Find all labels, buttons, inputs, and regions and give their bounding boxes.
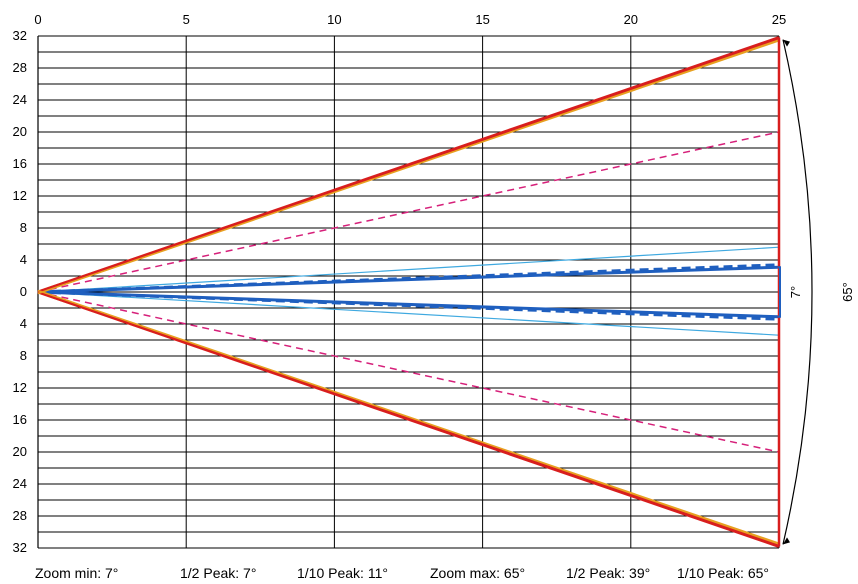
legend-item: 1/2 Peak: 39° [566,565,650,581]
y-tick-label: 12 [13,380,27,395]
x-tick-label: 25 [772,12,786,27]
arrow-head-top [783,39,790,47]
series-line-lower [37,290,780,319]
x-tick-label: 20 [624,12,638,27]
y-tick-label: 24 [13,92,27,107]
series-line-lower [37,290,780,548]
y-tick-label: 12 [13,188,27,203]
series-line-upper [37,265,780,294]
y-tick-label: 4 [20,316,27,331]
series-lines [37,36,780,548]
y-axis-ticks: 32 28 24 20 16 12 8 4 0 4 8 12 16 20 24 28 32 [13,28,27,555]
x-tick-label: 5 [183,12,190,27]
y-tick-label: 20 [13,124,27,139]
series-line-upper [37,36,780,294]
x-tick-label: 0 [34,12,41,27]
arrow-head-bottom [783,537,790,545]
y-tick-label: 20 [13,444,27,459]
x-axis-ticks: 0 5 10 15 20 25 [34,12,786,27]
series-line-upper [37,246,780,293]
y-tick-label: 28 [13,60,27,75]
x-tick-label: 10 [327,12,341,27]
angle-bracket-7 [778,266,781,318]
legend: Zoom min: 7° 1/2 Peak: 7° 1/10 Peak: 11° Zo… [35,565,769,581]
series-line-lower [37,291,780,453]
angle-arc-65 [782,39,813,545]
angle-label-7: 7° [788,286,803,298]
legend-item: 1/10 Peak: 11° [297,565,388,581]
y-tick-label: 28 [13,508,27,523]
x-tick-label: 15 [475,12,489,27]
y-tick-label: 32 [13,28,27,43]
legend-item: Zoom min: 7° [35,565,118,581]
legend-item: 1/2 Peak: 7° [180,565,256,581]
y-tick-label: 4 [20,252,27,267]
y-tick-label: 8 [20,220,27,235]
grid [37,35,780,549]
legend-item: Zoom max: 65° [430,565,525,581]
angle-annotations: 7° 65° [777,37,855,547]
series-line-upper [37,131,780,293]
series-line-edge [37,39,780,295]
y-tick-label: 24 [13,476,27,491]
legend-item: 1/10 Peak: 65° [677,565,769,581]
y-tick-label: 0 [20,284,27,299]
series-line-edge [37,289,780,545]
series-line-lower [37,291,780,336]
y-tick-label: 16 [13,156,27,171]
y-tick-label: 8 [20,348,27,363]
angle-label-65: 65° [840,282,855,302]
y-tick-label: 32 [13,540,27,555]
y-tick-label: 16 [13,412,27,427]
